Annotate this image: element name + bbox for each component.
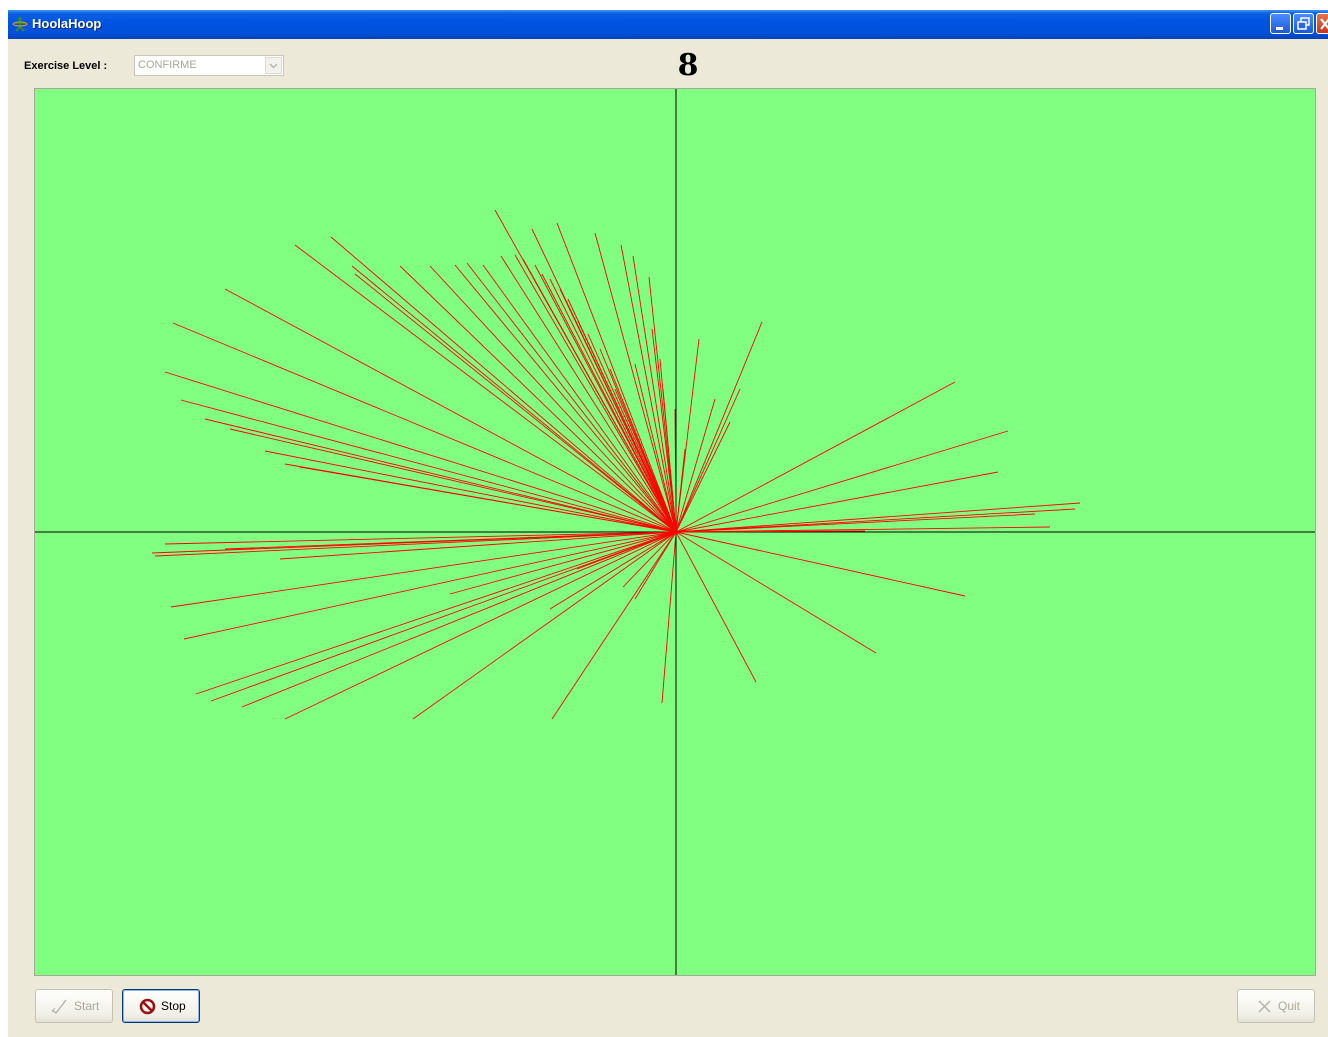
trace-line [620, 244, 677, 533]
trace-line [183, 531, 677, 640]
trace-line [170, 531, 677, 608]
trace-line [412, 531, 677, 720]
trace-line [675, 388, 741, 533]
exercise-level-value: CONFIRME [138, 59, 197, 71]
trace-line [541, 273, 677, 533]
trace-line [634, 363, 677, 533]
start-button[interactable]: Start [35, 989, 113, 1023]
close-button[interactable] [1316, 13, 1328, 34]
trace-line [224, 288, 677, 533]
app-window: HoolaHoop Exercise Level : CONFIRME 8 St… [8, 10, 1328, 1037]
trace-line [330, 236, 677, 533]
trace-line [675, 430, 1009, 533]
trace-line [299, 466, 677, 533]
trace-line [675, 502, 1081, 533]
trace-line [662, 388, 677, 533]
minimize-button[interactable] [1270, 13, 1291, 34]
trace-line [551, 531, 677, 720]
trace-line [661, 531, 677, 704]
window-title: HoolaHoop [32, 16, 102, 31]
quit-label: Quit [1278, 999, 1301, 1013]
trace-line [675, 471, 999, 533]
trace-line [675, 526, 1051, 533]
trace-line [634, 531, 677, 600]
trace-line [675, 531, 966, 597]
trace-line [675, 321, 763, 533]
trace-line [195, 531, 677, 695]
trace-line [210, 531, 677, 702]
hoop-trace-plot [35, 89, 1315, 975]
chevron-down-icon[interactable] [265, 57, 282, 74]
start-label: Start [74, 999, 100, 1013]
quit-button[interactable]: Quit [1237, 989, 1315, 1023]
trace-line [466, 262, 677, 533]
trace-line [399, 265, 677, 533]
trace-line [224, 531, 677, 550]
counter-display: 8 [677, 48, 699, 83]
trace-line [482, 264, 677, 533]
trace-line [522, 258, 677, 533]
trace-line [454, 264, 677, 533]
trace-line [294, 244, 677, 533]
exercise-level-select[interactable]: CONFIRME [134, 55, 284, 76]
trace-line [674, 408, 677, 533]
trace-line [164, 531, 677, 545]
trace-line [675, 338, 700, 533]
trace-line [500, 255, 677, 533]
trace-line [514, 254, 677, 533]
trace-line [576, 531, 677, 570]
stop-button[interactable]: Stop [122, 989, 200, 1023]
trace-line [264, 450, 677, 533]
trace-line [622, 531, 677, 588]
trace-line [549, 278, 677, 533]
trace-line [241, 531, 677, 708]
trace-line [675, 531, 757, 683]
trace-line [354, 273, 677, 533]
restore-button[interactable] [1293, 13, 1314, 34]
no-entry-icon [139, 998, 156, 1018]
trace-line [556, 222, 677, 533]
trace-line [609, 368, 677, 533]
stop-label: Stop [161, 999, 186, 1013]
trace-line [429, 265, 677, 533]
exercise-level-label: Exercise Level : [24, 60, 108, 72]
trace-line [614, 388, 677, 533]
trace-line [632, 255, 677, 533]
trace-line [204, 418, 677, 533]
trace-line [675, 381, 956, 533]
trace-line [675, 508, 1076, 533]
trace-line [180, 399, 677, 533]
trace-line [675, 421, 731, 533]
trace-line [594, 232, 677, 533]
trace-line [279, 531, 677, 560]
trace-line [648, 276, 677, 533]
title-bar[interactable]: HoolaHoop [8, 10, 1328, 39]
trace-line [675, 513, 1036, 533]
trace-line [651, 328, 677, 533]
trace-line [559, 288, 677, 533]
trace-line [449, 531, 677, 595]
trace-line [164, 371, 677, 533]
trace-line [172, 322, 677, 533]
trace-line [675, 398, 716, 533]
trace-line [549, 531, 677, 610]
trace-line [587, 333, 677, 533]
trace-line [351, 265, 677, 533]
trace-line [229, 428, 677, 533]
hoop-figure-icon [12, 16, 28, 32]
checkmark-icon [50, 998, 68, 1017]
x-mark-icon [1256, 998, 1273, 1018]
trace-line [675, 530, 866, 533]
trace-line [284, 531, 677, 720]
trace-line [675, 531, 877, 654]
trace-line [154, 531, 677, 557]
drawing-canvas[interactable] [34, 88, 1316, 976]
trace-line [577, 320, 677, 533]
